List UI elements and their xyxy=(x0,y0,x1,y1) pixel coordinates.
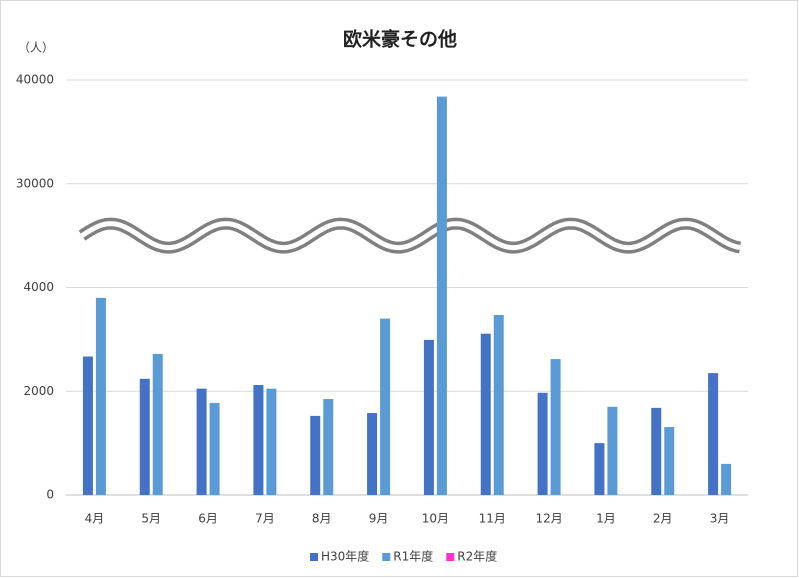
bar xyxy=(664,427,675,495)
bar xyxy=(537,392,548,495)
y-tick-label: 40000 xyxy=(16,73,54,87)
bar xyxy=(708,373,719,495)
legend-swatch xyxy=(382,553,391,561)
bar xyxy=(82,356,93,495)
bar xyxy=(253,385,264,495)
bar xyxy=(310,415,321,495)
x-tick-label: 11月 xyxy=(479,512,506,526)
y-tick-label: 0 xyxy=(46,488,54,502)
bar xyxy=(721,463,732,495)
bar xyxy=(323,399,334,495)
x-tick-label: 10月 xyxy=(422,512,449,526)
x-tick-label: 12月 xyxy=(535,512,562,526)
y-axis-label: （人） xyxy=(18,41,54,55)
bar xyxy=(380,318,391,495)
legend-swatch xyxy=(310,553,318,561)
bar xyxy=(152,353,163,495)
legend-label: R2年度 xyxy=(457,549,497,564)
bar xyxy=(196,388,207,495)
y-tick-label: 30000 xyxy=(16,176,54,190)
bar xyxy=(493,314,504,495)
x-tick-label: 9月 xyxy=(369,512,389,526)
bar xyxy=(367,413,378,495)
x-tick-label: 1月 xyxy=(596,512,616,526)
x-tick-label: 3月 xyxy=(710,512,730,526)
legend-label: R1年度 xyxy=(393,549,433,564)
bar xyxy=(209,402,220,495)
axis-break-gap xyxy=(80,221,741,251)
legend-label: H30年度 xyxy=(321,549,369,564)
y-tick-label: 2000 xyxy=(23,384,54,398)
bar xyxy=(480,333,491,495)
bar xyxy=(550,359,561,495)
bar xyxy=(436,96,447,495)
x-tick-label: 6月 xyxy=(198,512,218,526)
bar xyxy=(95,297,106,495)
x-tick-label: 2月 xyxy=(653,512,673,526)
bar xyxy=(594,443,605,495)
bar xyxy=(607,406,618,495)
legend-swatch xyxy=(446,553,455,561)
x-tick-label: 7月 xyxy=(255,512,275,526)
y-tick-label: 4000 xyxy=(23,280,54,294)
chart-title: 欧米豪その他 xyxy=(343,28,457,51)
x-tick-label: 8月 xyxy=(312,512,332,526)
bar xyxy=(423,339,434,495)
bar xyxy=(139,378,150,495)
x-tick-label: 4月 xyxy=(85,512,105,526)
x-tick-label: 5月 xyxy=(141,512,161,526)
bar xyxy=(266,388,277,495)
bar xyxy=(651,407,662,495)
